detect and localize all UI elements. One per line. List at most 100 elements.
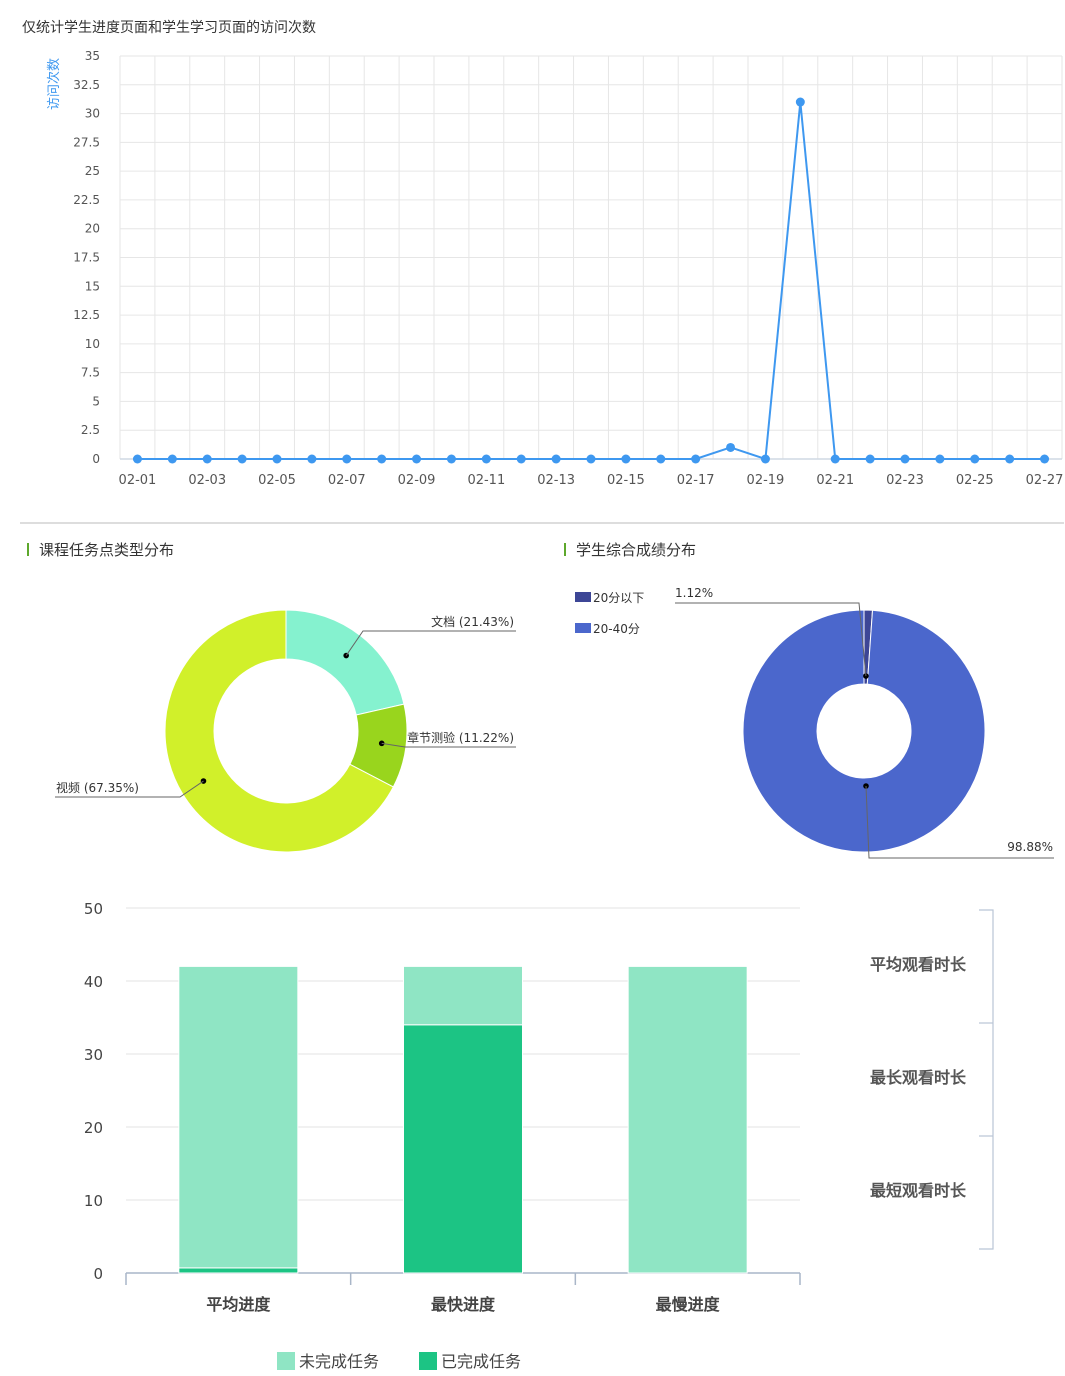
line-point[interactable] (1005, 454, 1015, 464)
line-xtick-label: 02-05 (258, 473, 296, 488)
line-xtick-label: 02-25 (956, 473, 994, 488)
line-xtick-label: 02-09 (398, 473, 436, 488)
line-ytick-label: 35 (85, 49, 100, 63)
line-point[interactable] (132, 454, 142, 464)
section-title-scores: 学生综合成绩分布 (576, 541, 696, 559)
line-point[interactable] (446, 454, 456, 464)
line-ytick-label: 32.5 (73, 78, 100, 92)
donut-leader-line (55, 780, 204, 798)
line-ytick-label: 15 (85, 279, 100, 293)
donut-slice[interactable] (285, 609, 405, 716)
legend-swatch[interactable] (575, 623, 591, 633)
donut-leader-line (381, 742, 516, 748)
line-xtick-label: 02-03 (188, 473, 226, 488)
donut-leader-line (675, 602, 867, 677)
legend-swatch[interactable] (575, 592, 591, 602)
donut-slice-label: 章节测验 (11.22%) (407, 730, 514, 745)
line-point[interactable] (1040, 454, 1050, 464)
line-point[interactable] (656, 454, 666, 464)
line-chart-ylabel: 访问次数 (46, 58, 62, 110)
bar-category-label: 最慢进度 (656, 1295, 721, 1314)
donut-leader-line (345, 630, 516, 656)
line-ytick-label: 2.5 (81, 423, 100, 437)
legend-swatch[interactable] (277, 1352, 295, 1370)
bar-segment[interactable] (178, 1267, 299, 1274)
line-point[interactable] (202, 454, 212, 464)
side-label: 平均观看时长 (870, 955, 967, 974)
line-point[interactable] (377, 454, 387, 464)
line-xtick-label: 02-15 (607, 473, 645, 488)
line-xtick-label: 02-23 (886, 473, 924, 488)
donut-slice-label: 98.88% (1007, 840, 1053, 854)
donut-slice[interactable] (742, 609, 986, 853)
donut-slice-label: 1.12% (675, 586, 713, 600)
bar-segment[interactable] (178, 965, 299, 1269)
line-point[interactable] (935, 454, 945, 464)
line-point[interactable] (516, 454, 526, 464)
side-label: 最长观看时长 (870, 1068, 967, 1087)
legend-label[interactable]: 未完成任务 (299, 1352, 379, 1371)
bar-ytick-label: 40 (84, 973, 103, 991)
line-point[interactable] (342, 454, 352, 464)
line-ytick-label: 30 (85, 107, 100, 121)
line-ytick-label: 0 (92, 452, 100, 466)
line-point[interactable] (586, 454, 596, 464)
line-ytick-label: 25 (85, 164, 100, 178)
line-point[interactable] (865, 454, 875, 464)
line-ytick-label: 12.5 (73, 308, 100, 322)
line-ytick-label: 17.5 (73, 251, 100, 265)
donut-slice-label: 视频 (67.35%) (56, 780, 139, 795)
line-xtick-label: 02-01 (119, 473, 157, 488)
line-point[interactable] (307, 454, 317, 464)
section-title-task-types: 课程任务点类型分布 (39, 541, 174, 559)
legend-label[interactable]: 已完成任务 (441, 1352, 521, 1371)
bar-ytick-label: 10 (84, 1192, 103, 1210)
bar-ytick-label: 30 (84, 1046, 103, 1064)
bar-segment[interactable] (403, 965, 523, 1026)
line-series-visits (137, 101, 1045, 461)
line-point[interactable] (795, 97, 805, 107)
line-xtick-label: 02-27 (1026, 473, 1064, 488)
line-point[interactable] (726, 442, 736, 452)
bar-category-label: 最快进度 (431, 1295, 496, 1314)
section-marker-scores (564, 543, 566, 556)
section-marker-task-types (27, 543, 29, 556)
line-ytick-label: 10 (85, 337, 100, 351)
line-point[interactable] (900, 454, 910, 464)
line-point[interactable] (760, 454, 770, 464)
line-point[interactable] (237, 454, 247, 464)
donut-slice-label: 文档 (21.43%) (431, 614, 514, 629)
legend-label[interactable]: 20分以下 (593, 591, 644, 605)
bar-segment[interactable] (627, 965, 748, 1274)
line-point[interactable] (970, 454, 980, 464)
line-ytick-label: 5 (92, 394, 100, 408)
line-chart-note: 仅统计学生进度页面和学生学习页面的访问次数 (22, 20, 316, 36)
line-xtick-label: 02-13 (537, 473, 575, 488)
side-bracket (979, 909, 994, 1250)
line-point[interactable] (481, 454, 491, 464)
line-ytick-label: 27.5 (73, 135, 100, 149)
donut-slice[interactable] (164, 609, 394, 853)
line-point[interactable] (621, 454, 631, 464)
line-ytick-label: 7.5 (81, 366, 100, 380)
line-point[interactable] (412, 454, 422, 464)
line-xtick-label: 02-21 (816, 473, 854, 488)
legend-label[interactable]: 20-40分 (593, 622, 640, 636)
side-label: 最短观看时长 (870, 1181, 967, 1200)
line-point[interactable] (551, 454, 561, 464)
line-point[interactable] (272, 454, 282, 464)
line-xtick-label: 02-11 (467, 473, 505, 488)
line-point[interactable] (167, 454, 177, 464)
line-point[interactable] (830, 454, 840, 464)
donut-leader-line (865, 785, 1054, 859)
line-xtick-label: 02-17 (677, 473, 715, 488)
bar-ytick-label: 50 (84, 900, 103, 918)
bar-ytick-label: 20 (84, 1119, 103, 1137)
legend-swatch[interactable] (419, 1352, 437, 1370)
bar-ytick-label: 0 (93, 1265, 103, 1283)
line-xtick-label: 02-07 (328, 473, 366, 488)
bar-category-label: 平均进度 (206, 1295, 271, 1314)
line-point[interactable] (691, 454, 701, 464)
bar-segment[interactable] (403, 1024, 523, 1274)
